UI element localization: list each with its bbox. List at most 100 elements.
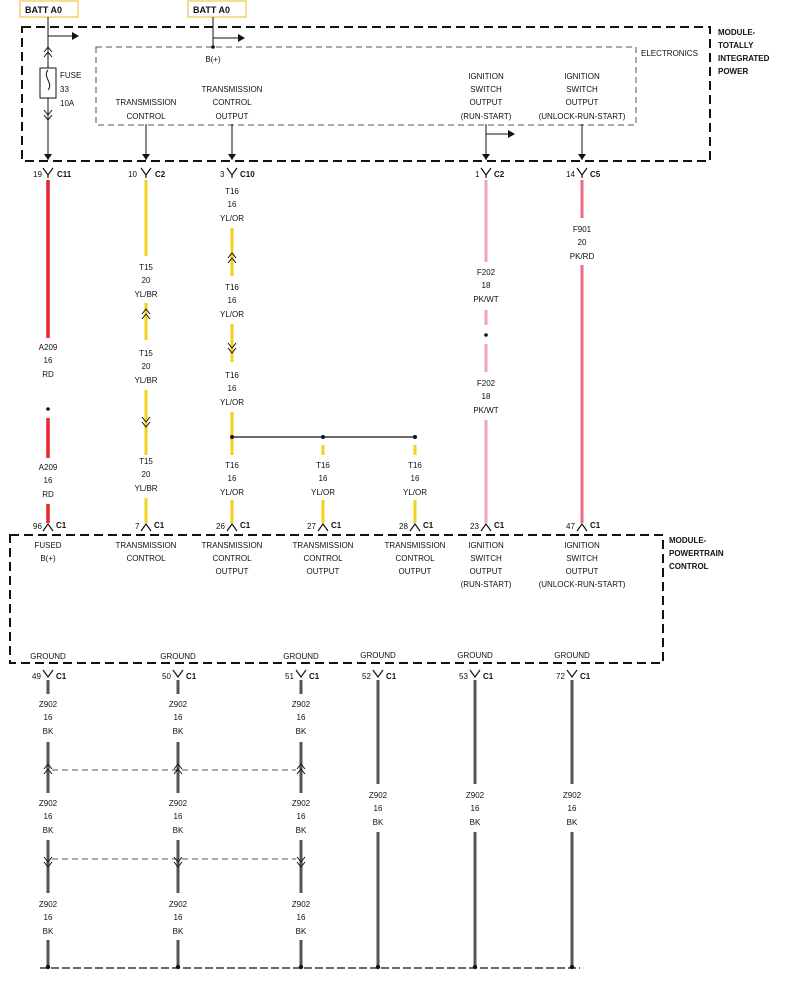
svg-text:16: 16 <box>411 474 420 483</box>
svg-text:Z902: Z902 <box>292 700 311 709</box>
pin-49: 49 <box>32 672 41 681</box>
svg-text:YL/BR: YL/BR <box>134 376 157 385</box>
svg-text:TRANSMISSION: TRANSMISSION <box>202 85 263 94</box>
svg-text:16: 16 <box>228 384 237 393</box>
svg-text:BK: BK <box>43 727 54 736</box>
svg-text:T15: T15 <box>139 263 153 272</box>
svg-text:GROUND: GROUND <box>283 652 319 661</box>
svg-text:F202: F202 <box>477 379 496 388</box>
conn-c1-51: C1 <box>309 672 320 681</box>
svg-text:BK: BK <box>373 818 384 827</box>
pin-96: 96 <box>33 522 42 531</box>
pin-3: 3 <box>220 170 225 179</box>
svg-text:PK/RD: PK/RD <box>570 252 595 261</box>
svg-text:MODULE-: MODULE- <box>718 28 756 37</box>
ground-labels: GROUND GROUND GROUND GROUND GROUND GROUN… <box>30 651 590 661</box>
pcm-ign-unlock-label: IGNITION SWITCH OUTPUT (UNLOCK-RUN-START… <box>539 541 626 589</box>
svg-text:CONTROL: CONTROL <box>212 98 252 107</box>
svg-text:RD: RD <box>42 490 54 499</box>
svg-text:TOTALLY: TOTALLY <box>718 41 754 50</box>
t16-splice <box>230 435 417 439</box>
svg-text:16: 16 <box>44 812 53 821</box>
batt-label-right: BATT A0 <box>193 5 230 15</box>
svg-text:33: 33 <box>60 85 69 94</box>
svg-text:OUTPUT: OUTPUT <box>470 98 503 107</box>
svg-text:YL/OR: YL/OR <box>403 488 427 497</box>
svg-text:BK: BK <box>296 927 307 936</box>
z902-labels: Z902 16 BK Z902 16 BK Z902 16 BK Z902 16… <box>39 700 582 936</box>
svg-text:Z902: Z902 <box>292 900 311 909</box>
conn-c1-23: C1 <box>494 521 505 530</box>
pcm-trans-control-label: TRANSMISSION CONTROL <box>116 541 177 563</box>
wire-label-a209-2: A209 16 RD <box>39 463 58 499</box>
tipm-ign-unlock-label: IGNITION SWITCH OUTPUT (UNLOCK-RUN-START… <box>539 72 626 121</box>
svg-text:T16: T16 <box>225 187 239 196</box>
wire-label-t16-3: T16 16 YL/OR <box>220 371 244 407</box>
svg-text:18: 18 <box>482 281 491 290</box>
pin-53: 53 <box>459 672 468 681</box>
svg-text:IGNITION: IGNITION <box>468 541 504 550</box>
svg-text:20: 20 <box>142 276 151 285</box>
svg-text:GROUND: GROUND <box>30 652 66 661</box>
svg-text:TRANSMISSION: TRANSMISSION <box>385 541 446 550</box>
svg-text:GROUND: GROUND <box>457 651 493 660</box>
svg-text:OUTPUT: OUTPUT <box>216 567 249 576</box>
pin-51: 51 <box>285 672 294 681</box>
svg-text:16: 16 <box>228 296 237 305</box>
svg-text:16: 16 <box>471 804 480 813</box>
svg-text:CONTROL: CONTROL <box>212 554 252 563</box>
svg-text:PK/WT: PK/WT <box>473 406 498 415</box>
svg-text:INTEGRATED: INTEGRATED <box>718 54 770 63</box>
svg-text:CONTROL: CONTROL <box>395 554 435 563</box>
batt-feed-right <box>212 17 238 47</box>
svg-text:16: 16 <box>174 713 183 722</box>
pcm-module-box <box>9 534 664 664</box>
conn-c1-49: C1 <box>56 672 67 681</box>
svg-text:Z902: Z902 <box>563 791 582 800</box>
conn-c10: C10 <box>240 170 255 179</box>
svg-text:PK/WT: PK/WT <box>473 295 498 304</box>
pcm-ign-run-label: IGNITION SWITCH OUTPUT (RUN-START) <box>461 541 512 589</box>
wire-label-t15-2: T15 20 YL/BR <box>134 349 157 385</box>
svg-text:RD: RD <box>42 370 54 379</box>
svg-text:OUTPUT: OUTPUT <box>216 112 249 121</box>
svg-text:CONTROL: CONTROL <box>126 554 166 563</box>
svg-text:A209: A209 <box>39 463 58 472</box>
pcm-fused-label: FUSED B(+) <box>34 541 61 563</box>
pin-7: 7 <box>135 522 140 531</box>
ground-wires <box>46 680 574 966</box>
svg-text:FUSED: FUSED <box>34 541 61 550</box>
svg-text:16: 16 <box>374 804 383 813</box>
svg-text:Z902: Z902 <box>292 799 311 808</box>
pin-72: 72 <box>556 672 565 681</box>
svg-text:Z902: Z902 <box>466 791 485 800</box>
svg-text:CONTROL: CONTROL <box>126 112 166 121</box>
pin-47: 47 <box>566 522 575 531</box>
pin-27: 27 <box>307 522 316 531</box>
arrow-left <box>72 32 79 40</box>
electronics-box <box>95 46 637 126</box>
svg-text:GROUND: GROUND <box>360 651 396 660</box>
svg-text:SWITCH: SWITCH <box>566 554 598 563</box>
wire-label-t15-3: T15 20 YL/BR <box>134 457 157 493</box>
svg-text:TRANSMISSION: TRANSMISSION <box>116 98 177 107</box>
pin-19: 19 <box>33 170 42 179</box>
svg-text:16: 16 <box>44 713 53 722</box>
wire-label-t16-6: T16 16 YL/OR <box>403 461 427 497</box>
svg-text:T16: T16 <box>408 461 422 470</box>
svg-text:Z902: Z902 <box>39 799 58 808</box>
svg-text:T16: T16 <box>225 371 239 380</box>
pin-14: 14 <box>566 170 575 179</box>
fuse-symbol <box>39 67 57 99</box>
svg-text:Z902: Z902 <box>169 900 188 909</box>
svg-text:Z902: Z902 <box>169 799 188 808</box>
pin-23: 23 <box>470 522 479 531</box>
svg-text:POWERTRAIN: POWERTRAIN <box>669 549 724 558</box>
svg-text:SWITCH: SWITCH <box>470 554 502 563</box>
svg-text:20: 20 <box>142 362 151 371</box>
conn-c11: C11 <box>57 170 72 179</box>
svg-text:YL/OR: YL/OR <box>311 488 335 497</box>
svg-text:16: 16 <box>44 913 53 922</box>
svg-text:T15: T15 <box>139 349 153 358</box>
svg-text:16: 16 <box>319 474 328 483</box>
